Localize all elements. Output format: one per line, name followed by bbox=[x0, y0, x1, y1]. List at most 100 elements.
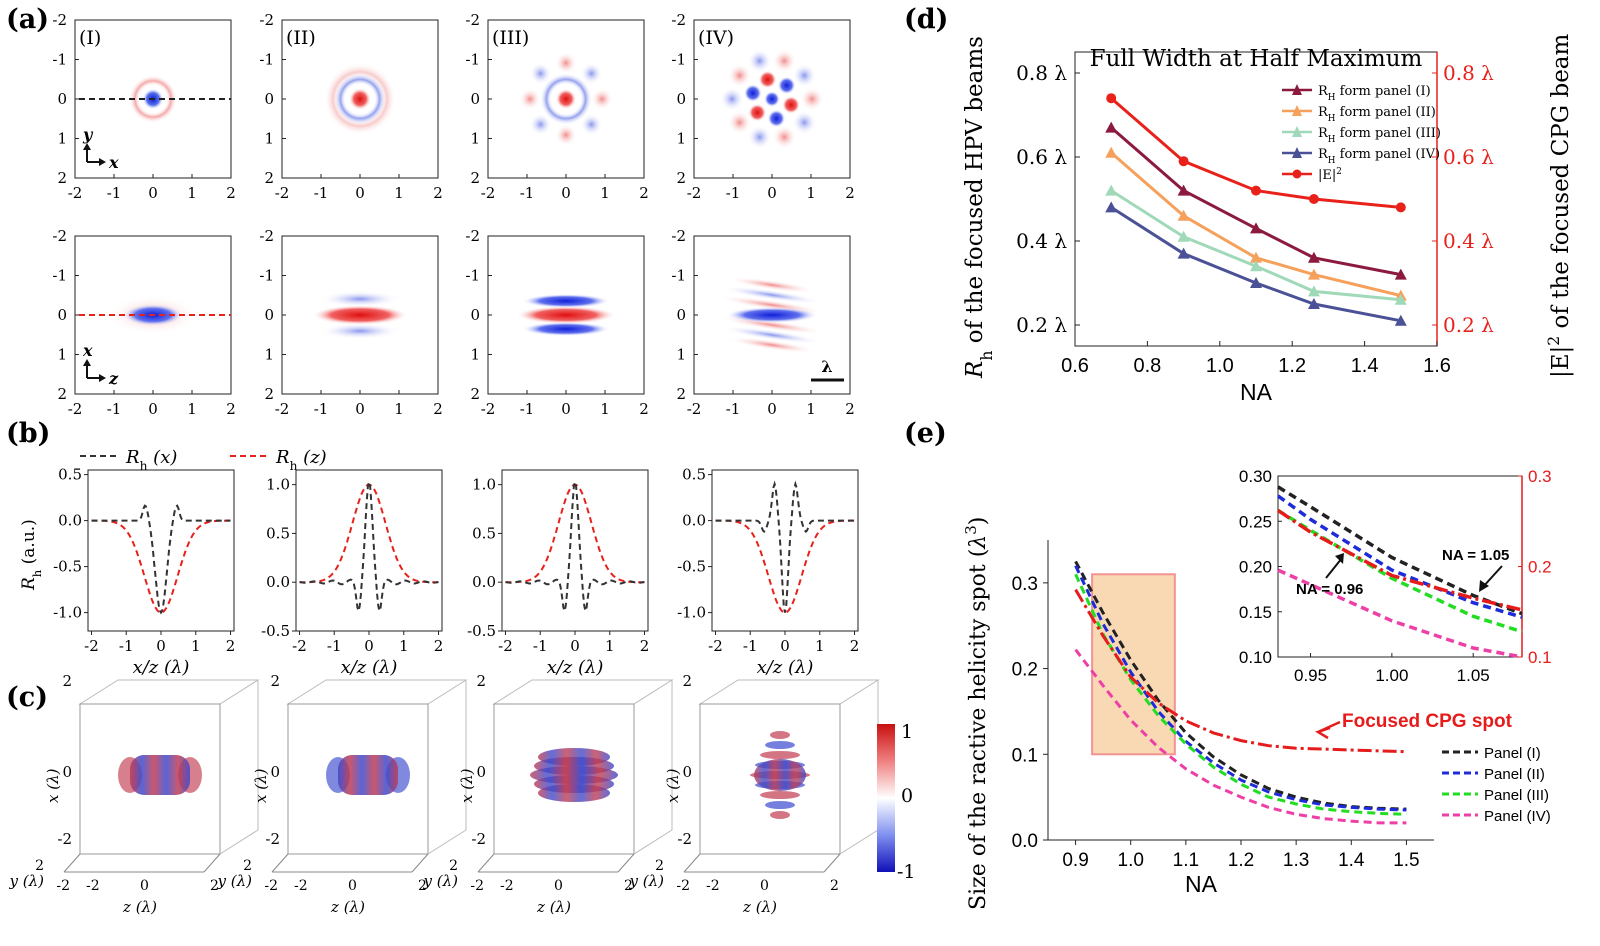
axis-label-x: x (λ) bbox=[44, 768, 62, 803]
y-tick-label: 0 bbox=[57, 306, 67, 324]
legend-marker bbox=[1292, 105, 1302, 116]
tick-label: 2 bbox=[35, 858, 44, 874]
data-point bbox=[1178, 156, 1189, 167]
curve-rh-z bbox=[715, 519, 855, 614]
x-tick-label: 0 bbox=[148, 184, 158, 202]
x-axis-label: x/z (λ) bbox=[757, 657, 814, 678]
y-tick-label: -1 bbox=[671, 267, 686, 285]
legend-label: Panel (I) bbox=[1484, 745, 1541, 762]
axis-label-y: y (λ) bbox=[629, 872, 665, 890]
inset-y-tick-label: 0.10 bbox=[1239, 648, 1272, 667]
y-tick-label: -1 bbox=[259, 267, 274, 285]
curve-rh-x bbox=[715, 480, 855, 613]
y-tick-label-right: 0.2 λ bbox=[1443, 313, 1494, 337]
panel-d-fwhm-chart: Full Width at Half Maximum 0.6 0.8 1.0 1.2 1.… bbox=[962, 33, 1574, 405]
x-tick-label: -2 bbox=[687, 400, 702, 418]
tick-label: -2 bbox=[470, 878, 484, 894]
axis-label-x: x (λ) bbox=[458, 768, 476, 803]
cpg-annotation: Focused CPG spot bbox=[1342, 711, 1513, 732]
tick-label: 2 bbox=[270, 672, 280, 690]
chart-title: Full Width at Half Maximum bbox=[1090, 46, 1423, 72]
y-tick-label: 1.0 bbox=[472, 476, 496, 494]
y-tick-label-right: 0.8 λ bbox=[1443, 61, 1494, 85]
x-tick-label: -2 bbox=[275, 184, 290, 202]
cube-edge bbox=[839, 829, 879, 855]
data-point bbox=[1105, 121, 1118, 133]
cube-edge bbox=[617, 853, 635, 873]
y-tick-label: 1.0 bbox=[266, 476, 290, 494]
y-tick-label: 1 bbox=[57, 130, 67, 148]
series-3: Panel (III) bbox=[1074, 573, 1549, 816]
data-point bbox=[1177, 184, 1190, 196]
profile-plot-4: 0.5 0.0 -0.5 -1.0-2 -1 0 1 2 x/z (λ) bbox=[677, 466, 859, 678]
axis-label-z: z (λ) bbox=[330, 898, 365, 916]
tick-label: -2 bbox=[264, 878, 278, 894]
legend-label: Panel (III) bbox=[1484, 787, 1549, 804]
tick-label: -2 bbox=[265, 830, 280, 848]
x-tick-label: 1.6 bbox=[1423, 355, 1451, 377]
y-tick-label: 2 bbox=[470, 385, 480, 403]
x-tick-label: -1 bbox=[743, 637, 758, 655]
cube-edge bbox=[203, 853, 221, 873]
x-tick-label: 1.1 bbox=[1173, 850, 1199, 871]
blue-band bbox=[726, 307, 818, 323]
cube-top bbox=[698, 679, 880, 705]
axis-letter: y bbox=[82, 125, 94, 144]
legend-marker bbox=[1292, 84, 1302, 95]
y-tick-label: -1 bbox=[259, 51, 274, 69]
x-axis-label: NA bbox=[1185, 871, 1218, 897]
lobe bbox=[529, 62, 552, 85]
inset-y-tick-label-right: 0.2 bbox=[1528, 558, 1552, 577]
data-point bbox=[1106, 93, 1117, 104]
y-tick-label: 2 bbox=[264, 385, 274, 403]
data-point bbox=[1177, 209, 1190, 221]
x-tick-label: 1 bbox=[600, 184, 610, 202]
y-tick-label: 0 bbox=[470, 90, 480, 108]
curve-rh-z bbox=[91, 519, 231, 614]
tick-label: 0 bbox=[348, 878, 357, 894]
panel-label-b: (b) bbox=[6, 418, 50, 449]
cube-top bbox=[78, 679, 260, 705]
x-tick-label: 0 bbox=[570, 637, 580, 655]
axis-label-x: x (λ) bbox=[664, 768, 682, 803]
y-tick-label: 0.5 bbox=[682, 466, 706, 484]
y-tick-label: 0.5 bbox=[266, 524, 290, 542]
field-map-xz-4: -2 -2 -1 -1 0 0 1 1 2 2 λ bbox=[671, 227, 854, 418]
inset-y-tick-label: 0.25 bbox=[1239, 512, 1272, 531]
x-tick-label: 0 bbox=[767, 400, 777, 418]
tick-label: 2 bbox=[210, 878, 219, 894]
x-tick-label: -1 bbox=[314, 184, 329, 202]
legend-label: RH form panel (II) bbox=[1318, 105, 1436, 124]
colorbar-mid: 0 bbox=[901, 785, 913, 807]
x-tick-label: 0 bbox=[355, 400, 365, 418]
panel-label-e: (e) bbox=[904, 418, 947, 449]
x-axis-label: NA bbox=[1240, 379, 1273, 405]
tick-label: -2 bbox=[86, 878, 100, 894]
lobe bbox=[555, 124, 577, 146]
data-point bbox=[1394, 293, 1407, 305]
band bbox=[727, 277, 817, 293]
tick-label: -2 bbox=[677, 830, 692, 848]
x-tick-label: -2 bbox=[687, 184, 702, 202]
isosurface-layer bbox=[765, 801, 795, 809]
x-tick-label: -2 bbox=[68, 184, 83, 202]
cube-front bbox=[699, 703, 841, 855]
series-line bbox=[1074, 560, 1407, 811]
y-tick-label: -2 bbox=[52, 11, 67, 29]
cube-edge bbox=[411, 853, 429, 873]
panel-a-field-maps: (I)-2-2-1-1001122yx(II)-2-2-1-1001122(II… bbox=[52, 11, 854, 418]
cube-front bbox=[493, 703, 635, 855]
tick-label: 0 bbox=[140, 878, 149, 894]
cube-edge bbox=[427, 829, 467, 855]
x-tick-label: 1.0 bbox=[1206, 355, 1234, 377]
blue-band bbox=[320, 291, 400, 307]
axis-label-z: z (λ) bbox=[536, 898, 571, 916]
inset-frame bbox=[1277, 475, 1523, 658]
isosurface-layer bbox=[770, 731, 790, 739]
inset-y-tick-label: 0.15 bbox=[1239, 603, 1272, 622]
x-tick-label: 1 bbox=[806, 400, 816, 418]
tick-label: 0 bbox=[270, 763, 280, 781]
axis-letter: x bbox=[82, 341, 93, 360]
inset-series-2 bbox=[1276, 494, 1523, 619]
lobe bbox=[580, 62, 603, 85]
